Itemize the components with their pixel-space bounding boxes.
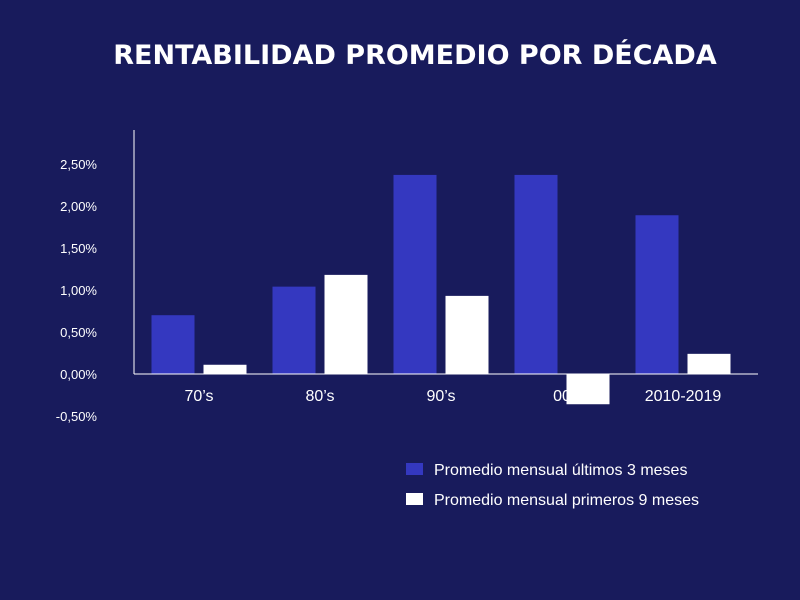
x-tick-label: 2010-2019 [645,388,722,405]
bar-series1-3 [514,174,558,374]
bar-series2-0 [203,364,247,374]
x-tick-label: 90’s [426,388,455,405]
axes [133,130,758,375]
bar-series1-2 [393,174,437,374]
y-tick-label: 1,50% [60,241,97,256]
bar-series1-4 [635,215,679,374]
y-tick-label: 0,50% [60,325,97,340]
bar-series2-2 [445,295,489,374]
x-tick-label: 00 [553,388,571,405]
legend-swatch-series2 [406,493,423,505]
y-tick-label: -0,50% [56,409,98,424]
bar-series1-0 [151,315,195,374]
y-tick-label: 2,00% [60,199,97,214]
legend-label-series2: Promedio mensual primeros 9 meses [434,492,699,509]
legend-swatch-series1 [406,463,423,475]
x-axis-ticks: 70’s 80’s 90’s 00 2010-2019 [184,388,721,405]
bar-series2-1 [324,274,368,374]
x-tick-label: 80’s [305,388,334,405]
bars [151,174,731,405]
y-axis-ticks: -0,50% 0,00% 0,50% 1,00% 1,50% 2,00% 2,50% [56,157,98,424]
chart-title: RENTABILIDAD PROMEDIO POR DÉCADA [113,39,717,71]
y-tick-label: 1,00% [60,283,97,298]
legend-label-series1: Promedio mensual últimos 3 meses [434,462,687,479]
y-tick-label: 0,00% [60,367,97,382]
bar-series2-4 [687,353,731,374]
y-tick-label: 2,50% [60,157,97,172]
bar-series2-3 [566,374,610,405]
legend: Promedio mensual últimos 3 meses Promedio… [406,462,699,509]
bar-series1-1 [272,286,316,374]
x-tick-label: 70’s [184,388,213,405]
